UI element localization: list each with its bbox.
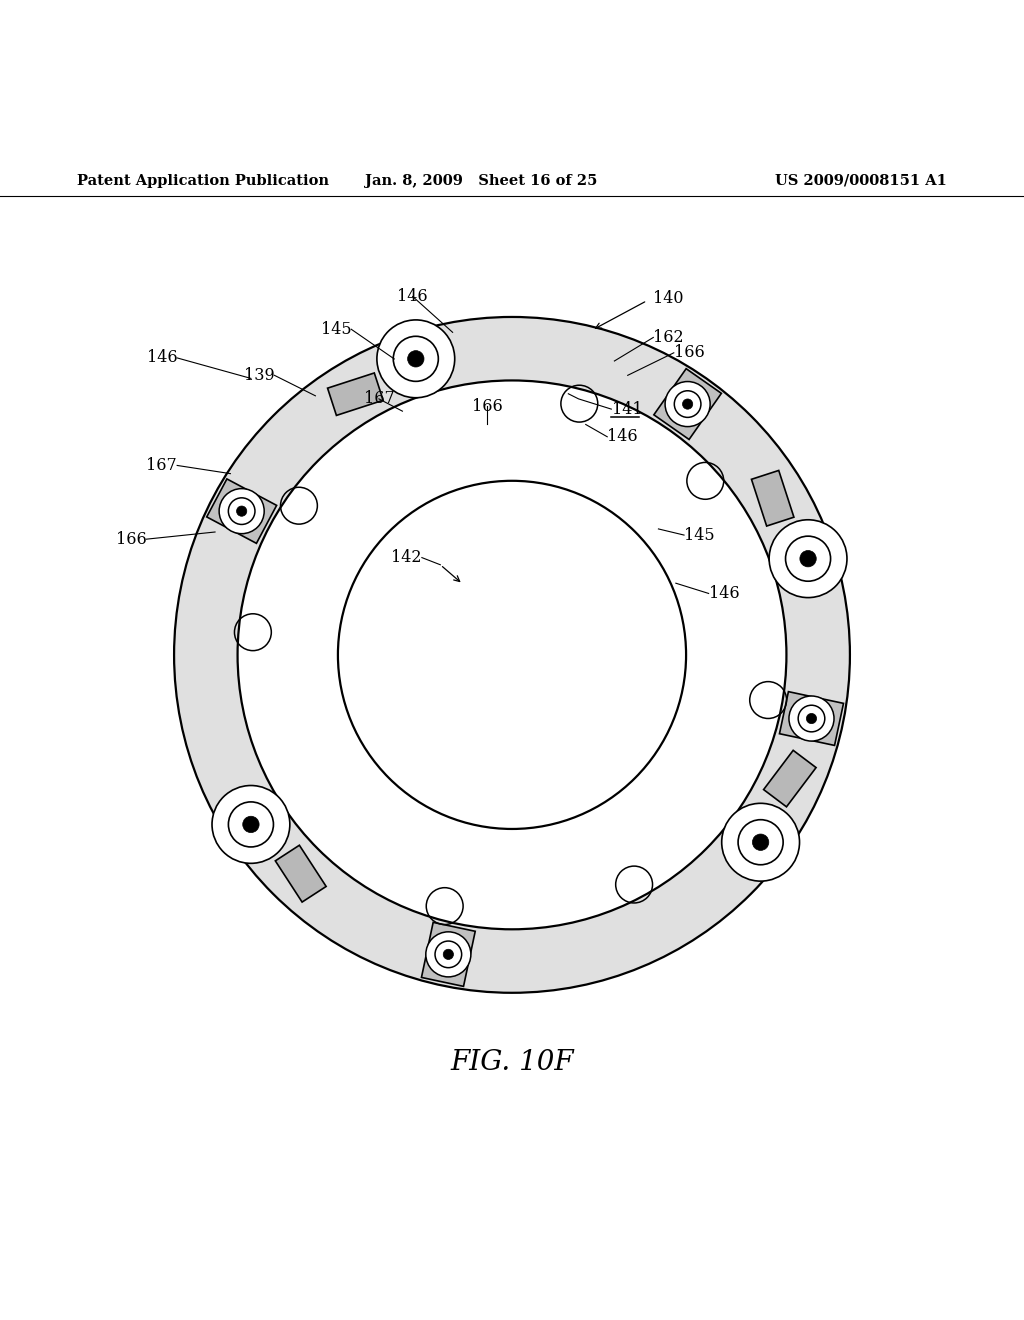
Polygon shape	[422, 923, 475, 986]
Text: 142: 142	[391, 549, 422, 566]
Text: 146: 146	[146, 350, 177, 367]
Circle shape	[212, 785, 290, 863]
Circle shape	[238, 380, 786, 929]
Circle shape	[408, 351, 424, 367]
Text: 162: 162	[653, 329, 684, 346]
Circle shape	[665, 381, 710, 426]
Text: 146: 146	[607, 428, 638, 445]
Circle shape	[443, 949, 454, 960]
Text: 166: 166	[472, 397, 503, 414]
Circle shape	[228, 801, 273, 847]
Circle shape	[806, 713, 816, 723]
Circle shape	[426, 932, 471, 977]
Circle shape	[753, 834, 769, 850]
Polygon shape	[779, 692, 844, 746]
Circle shape	[435, 941, 462, 968]
Circle shape	[769, 520, 847, 598]
Polygon shape	[328, 374, 383, 416]
Polygon shape	[275, 845, 326, 902]
Circle shape	[237, 506, 247, 516]
Circle shape	[682, 399, 692, 409]
Text: 166: 166	[674, 345, 705, 362]
Polygon shape	[764, 750, 816, 807]
Text: 145: 145	[321, 321, 351, 338]
Polygon shape	[174, 317, 850, 993]
Text: 167: 167	[364, 391, 394, 408]
Text: 145: 145	[684, 527, 715, 544]
Text: 139: 139	[244, 367, 274, 384]
Circle shape	[377, 319, 455, 397]
Text: Patent Application Publication: Patent Application Publication	[77, 174, 329, 187]
Text: 140: 140	[653, 290, 684, 308]
Text: 146: 146	[709, 585, 739, 602]
Text: FIG. 10F: FIG. 10F	[451, 1049, 573, 1076]
Circle shape	[798, 705, 824, 731]
Polygon shape	[752, 470, 794, 527]
Circle shape	[219, 488, 264, 533]
Polygon shape	[654, 368, 721, 440]
Text: Jan. 8, 2009   Sheet 16 of 25: Jan. 8, 2009 Sheet 16 of 25	[366, 174, 597, 187]
Text: 146: 146	[397, 288, 428, 305]
Circle shape	[788, 696, 834, 741]
Text: 167: 167	[146, 457, 177, 474]
Circle shape	[785, 536, 830, 581]
Polygon shape	[207, 479, 276, 544]
Circle shape	[393, 337, 438, 381]
Circle shape	[674, 391, 700, 417]
Circle shape	[722, 804, 800, 882]
Text: 141: 141	[612, 401, 643, 417]
Circle shape	[738, 820, 783, 865]
Circle shape	[228, 498, 255, 524]
Text: US 2009/0008151 A1: US 2009/0008151 A1	[775, 174, 947, 187]
Circle shape	[800, 550, 816, 566]
Text: 166: 166	[116, 531, 146, 548]
Circle shape	[243, 816, 259, 833]
